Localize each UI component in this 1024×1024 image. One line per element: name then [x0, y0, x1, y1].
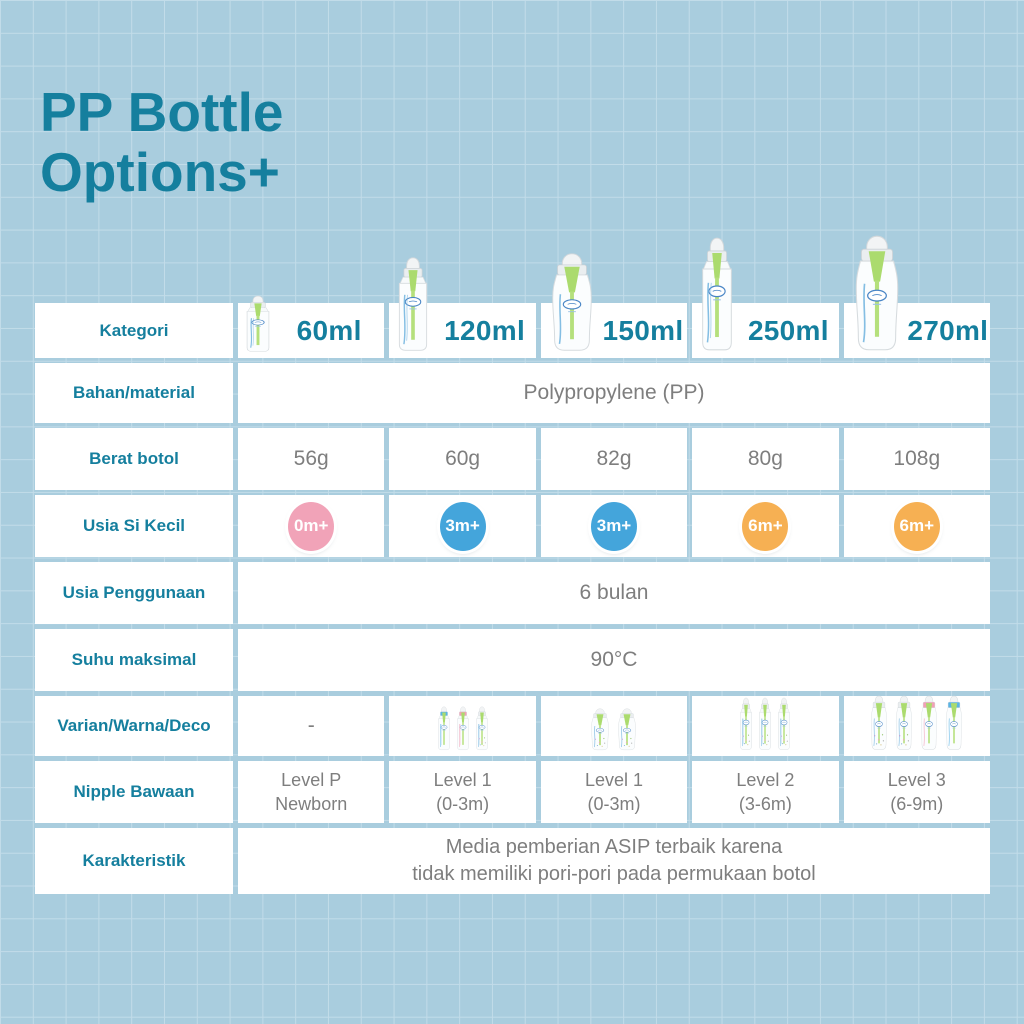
title-line-2: Options+: [40, 141, 280, 203]
karakteristik-line-1: Media pemberian ASIP terbaik karena: [445, 836, 783, 858]
age-badge-6m: 6m+: [742, 501, 789, 551]
row-label-berat-botol: Berat botol: [35, 428, 233, 490]
nipple-120ml: Level 1 (0-3m): [389, 761, 536, 823]
usia-cell-250ml: 6m+: [692, 495, 839, 557]
mini-bottle-image: [588, 708, 612, 751]
page-title: PP Bottle Options+: [40, 82, 283, 202]
column-header-120ml: 120ml: [389, 257, 536, 358]
row-label-kategori: Kategori: [35, 303, 233, 358]
nipple-270ml: Level 3 (6-9m): [843, 761, 990, 823]
nipple-range: Newborn: [275, 794, 348, 814]
berat-60ml: 56g: [238, 428, 385, 490]
age-badge-0m: 0m+: [288, 501, 335, 551]
mini-bottle-image: [776, 697, 792, 751]
varian-270ml: [843, 695, 990, 756]
nipple-range: (0-3m): [436, 794, 490, 814]
berat-120ml: 60g: [389, 428, 536, 490]
title-line-1: PP Bottle: [40, 81, 284, 143]
mini-bottle-image: [918, 695, 940, 751]
size-label-150ml: 150ml: [602, 314, 684, 346]
age-badge-3m: 3m+: [590, 501, 637, 551]
row-label-usia-si-kecil: Usia Si Kecil: [35, 495, 233, 557]
varian-60ml: -: [238, 696, 385, 756]
nipple-60ml: Level P Newborn: [238, 761, 385, 823]
usia-cell-150ml: 3m+: [540, 495, 688, 557]
nipple-level: Level 3: [887, 770, 946, 790]
nipple-level: Level 2: [736, 770, 795, 790]
row-label-suhu-maksimal: Suhu maksimal: [35, 629, 233, 691]
mini-bottle-image: [436, 706, 452, 751]
column-header-150ml: 150ml: [540, 253, 688, 358]
bahan-material-value: Polypropylene (PP): [238, 363, 990, 423]
row-label-usia-penggunaan: Usia Penggunaan: [35, 562, 233, 624]
mini-bottle-image: [868, 695, 890, 751]
row-label-bahan-material: Bahan/material: [35, 363, 233, 423]
comparison-table: Kategori 60ml 120ml 150ml 250ml 270ml Ba…: [35, 235, 990, 894]
mini-bottle-image: [455, 706, 471, 751]
row-label-varian: Varian/Warna/Deco: [35, 696, 233, 756]
mini-bottle-image: [615, 708, 639, 751]
mini-bottle-image: [893, 695, 915, 751]
size-label-250ml: 250ml: [747, 314, 829, 346]
mini-bottle-image: [757, 697, 773, 751]
bottle-150ml-icon: [545, 252, 599, 353]
nipple-level: Level 1: [433, 770, 492, 790]
bottle-270ml-icon: [848, 234, 906, 353]
nipple-250ml: Level 2 (3-6m): [692, 761, 839, 823]
berat-250ml: 80g: [692, 428, 839, 490]
mini-bottle-image: [474, 706, 490, 751]
mini-bottle-image: [943, 695, 965, 751]
bottle-120ml-icon: [393, 256, 433, 353]
nipple-level: Level 1: [584, 770, 644, 790]
berat-270ml: 108g: [843, 428, 990, 490]
bottle-60ml-icon: [242, 295, 274, 353]
usia-cell-120ml: 3m+: [389, 495, 536, 557]
varian-150ml: [540, 696, 688, 756]
mini-bottle-image: [738, 697, 754, 751]
nipple-range: (3-6m): [738, 794, 792, 814]
row-label-karakteristik: Karakteristik: [35, 828, 233, 894]
size-label-270ml: 270ml: [907, 314, 989, 346]
usia-cell-60ml: 0m+: [238, 495, 385, 557]
size-label-60ml: 60ml: [296, 314, 362, 346]
column-header-270ml: 270ml: [843, 235, 990, 358]
berat-150ml: 82g: [540, 428, 688, 490]
nipple-150ml: Level 1 (0-3m): [540, 761, 688, 823]
column-header-60ml: 60ml: [238, 295, 385, 358]
size-label-120ml: 120ml: [444, 314, 526, 346]
row-label-nipple-bawaan: Nipple Bawaan: [35, 761, 233, 823]
suhu-maksimal-value: 90°C: [238, 629, 990, 691]
age-badge-3m: 3m+: [439, 501, 486, 551]
varian-250ml: [692, 696, 839, 756]
column-header-250ml: 250ml: [692, 237, 839, 358]
age-badge-6m: 6m+: [893, 501, 940, 551]
nipple-level: Level P: [281, 770, 342, 790]
usia-penggunaan-value: 6 bulan: [238, 562, 990, 624]
nipple-range: (6-9m): [890, 794, 944, 814]
usia-cell-270ml: 6m+: [843, 495, 990, 557]
bottle-250ml-icon: [696, 236, 738, 353]
nipple-range: (0-3m): [587, 794, 641, 814]
karakteristik-value: Media pemberian ASIP terbaik karena tida…: [238, 828, 990, 894]
varian-120ml: [389, 696, 536, 756]
karakteristik-line-2: tidak memiliki pori-pori pada permukaan …: [412, 863, 816, 885]
